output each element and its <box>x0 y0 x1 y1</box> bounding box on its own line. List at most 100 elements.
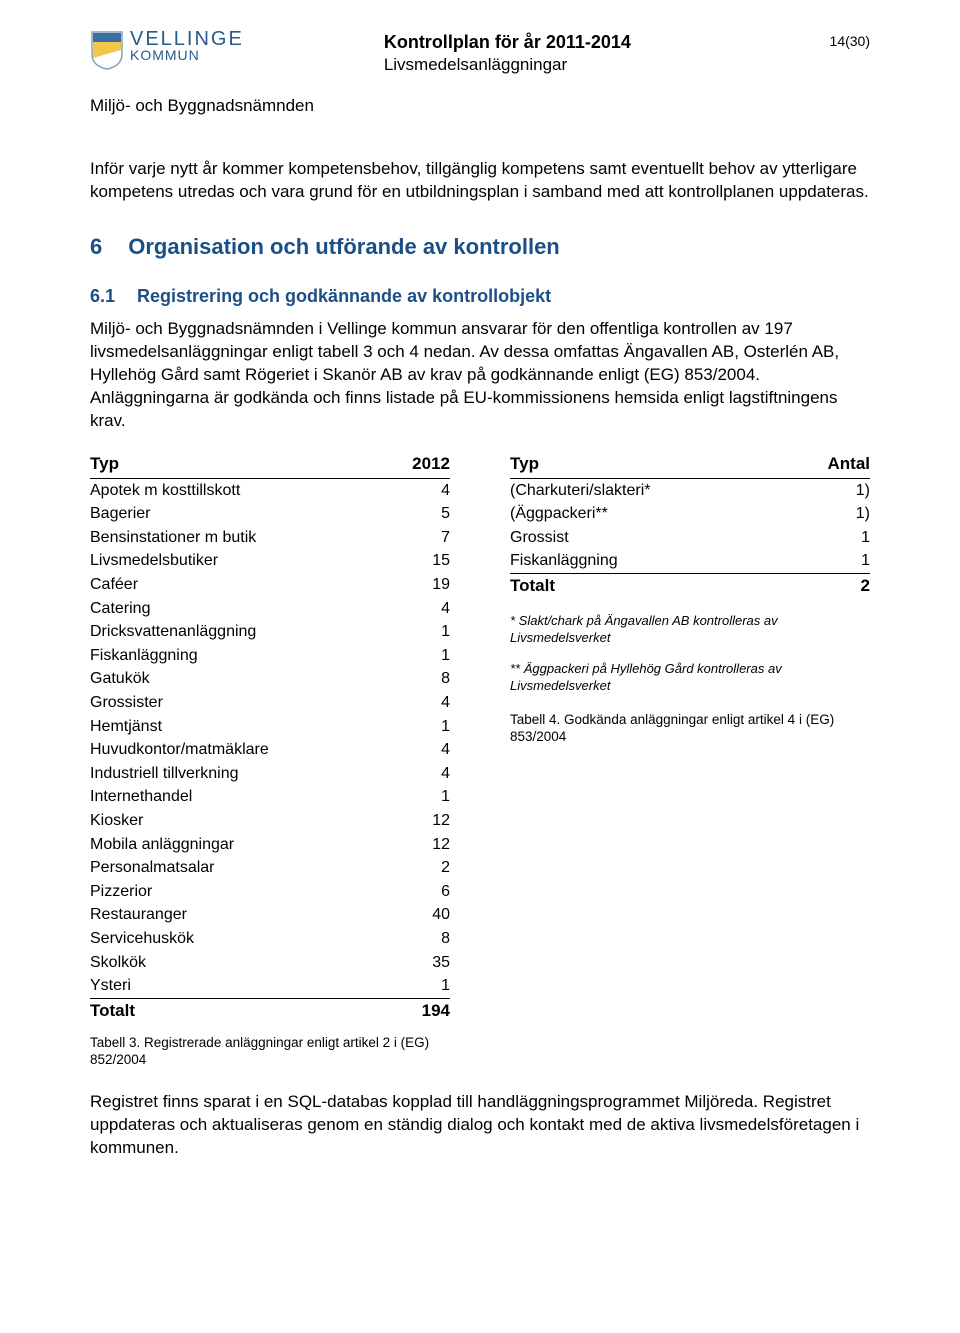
table3-row-label: Mobila anläggningar <box>90 833 387 857</box>
section-6-1-heading: 6.1 Registrering och godkännande av kont… <box>90 284 870 308</box>
tables-row: Typ 2012 Apotek m kosttillskott4Bagerier… <box>90 451 870 1069</box>
section-6-1-title: Registrering och godkännande av kontroll… <box>137 284 551 308</box>
table-row: Internethandel1 <box>90 785 450 809</box>
table3-row-value: 12 <box>387 809 450 833</box>
table-row: Grossist1 <box>510 526 870 550</box>
table-row: Huvudkontor/matmäklare4 <box>90 738 450 762</box>
table3-row-value: 4 <box>387 478 450 502</box>
table3-total-row: Totalt194 <box>90 998 450 1023</box>
table3-row-label: Grossister <box>90 691 387 715</box>
table3-row-value: 1 <box>387 644 450 668</box>
table3-row-value: 4 <box>387 691 450 715</box>
table-row: Ysteri1 <box>90 974 450 998</box>
table-row: Hemtjänst1 <box>90 715 450 739</box>
logo-text: VELLINGE KOMMUN <box>130 30 244 62</box>
table4-row-label: Grossist <box>510 526 786 550</box>
table3-row-label: Huvudkontor/matmäklare <box>90 738 387 762</box>
table-row: Gatukök8 <box>90 667 450 691</box>
table-row: Fiskanläggning1 <box>90 644 450 668</box>
table3-row-value: 4 <box>387 738 450 762</box>
table3-total-value: 194 <box>387 998 450 1023</box>
table3-row-value: 4 <box>387 762 450 786</box>
right-col: Typ Antal (Charkuteri/slakteri*1)(Äggpac… <box>510 451 870 1069</box>
table-4: Typ Antal (Charkuteri/slakteri*1)(Äggpac… <box>510 451 870 599</box>
table-row: Kiosker12 <box>90 809 450 833</box>
table3-row-value: 8 <box>387 927 450 951</box>
intro-paragraph: Inför varje nytt år kommer kompetensbeho… <box>90 158 870 204</box>
table3-row-value: 7 <box>387 526 450 550</box>
table3-row-value: 1 <box>387 715 450 739</box>
section-6-heading: 6 Organisation och utförande av kontroll… <box>90 232 870 262</box>
table3-row-label: Dricksvattenanläggning <box>90 620 387 644</box>
department: Miljö- och Byggnadsnämnden <box>90 95 870 118</box>
table3-row-value: 1 <box>387 785 450 809</box>
table3-row-label: Bensinstationer m butik <box>90 526 387 550</box>
crest-icon <box>90 30 124 70</box>
table4-total-label: Totalt <box>510 574 786 599</box>
section-6-1-para: Miljö- och Byggnadsnämnden i Vellinge ko… <box>90 318 870 433</box>
table3-row-label: Ysteri <box>90 974 387 998</box>
table3-caption: Tabell 3. Registrerade anläggningar enli… <box>90 1034 450 1069</box>
table3-row-value: 35 <box>387 951 450 975</box>
table-row: (Charkuteri/slakteri*1) <box>510 478 870 502</box>
table4-row-label: Fiskanläggning <box>510 549 786 573</box>
table4-row-value: 1) <box>786 478 870 502</box>
table3-row-label: Personalmatsalar <box>90 856 387 880</box>
table-row: Restauranger40 <box>90 903 450 927</box>
doc-title-block: Kontrollplan för år 2011-2014 Livsmedels… <box>384 30 830 77</box>
table4-footnote-2: ** Äggpackeri på Hyllehög Gård kontrolle… <box>510 661 870 695</box>
table-row: Apotek m kosttillskott4 <box>90 478 450 502</box>
table3-row-value: 40 <box>387 903 450 927</box>
logo-block: VELLINGE KOMMUN <box>90 30 244 70</box>
table4-caption: Tabell 4. Godkända anläggningar enligt a… <box>510 711 870 746</box>
table-row: Industriell tillverkning4 <box>90 762 450 786</box>
table4-total-value: 2 <box>786 574 870 599</box>
table-row: Personalmatsalar2 <box>90 856 450 880</box>
table3-row-value: 12 <box>387 833 450 857</box>
table-row: Skolkök35 <box>90 951 450 975</box>
table-row: Catering4 <box>90 597 450 621</box>
table3-row-label: Servicehuskök <box>90 927 387 951</box>
table3-head-type: Typ <box>90 451 387 478</box>
table4-head-count: Antal <box>786 451 870 478</box>
table3-row-label: Catering <box>90 597 387 621</box>
table3-row-label: Internethandel <box>90 785 387 809</box>
table3-row-label: Hemtjänst <box>90 715 387 739</box>
table4-total-row: Totalt2 <box>510 574 870 599</box>
table-row: Dricksvattenanläggning1 <box>90 620 450 644</box>
table4-row-label: (Charkuteri/slakteri* <box>510 478 786 502</box>
table-row: Livsmedelsbutiker15 <box>90 549 450 573</box>
table4-footnote-1: * Slakt/chark på Ängavallen AB kontrolle… <box>510 613 870 647</box>
table-row: Bensinstationer m butik7 <box>90 526 450 550</box>
org-sub: KOMMUN <box>130 49 244 62</box>
section-6-num: 6 <box>90 232 102 262</box>
table3-row-value: 6 <box>387 880 450 904</box>
table-row: Caféer19 <box>90 573 450 597</box>
page-header: VELLINGE KOMMUN Kontrollplan för år 2011… <box>90 30 870 77</box>
table3-row-value: 15 <box>387 549 450 573</box>
table3-row-label: Restauranger <box>90 903 387 927</box>
table3-row-value: 8 <box>387 667 450 691</box>
page-number: 14(30) <box>830 30 870 51</box>
table3-row-value: 2 <box>387 856 450 880</box>
left-col: Typ 2012 Apotek m kosttillskott4Bagerier… <box>90 451 450 1069</box>
table3-row-value: 4 <box>387 597 450 621</box>
table-row: Mobila anläggningar12 <box>90 833 450 857</box>
table3-row-label: Skolkök <box>90 951 387 975</box>
table3-row-label: Kiosker <box>90 809 387 833</box>
table3-row-label: Industriell tillverkning <box>90 762 387 786</box>
table-row: Fiskanläggning1 <box>510 549 870 573</box>
table3-row-value: 1 <box>387 620 450 644</box>
table4-row-label: (Äggpackeri** <box>510 502 786 526</box>
table-3: Typ 2012 Apotek m kosttillskott4Bagerier… <box>90 451 450 1024</box>
table4-row-value: 1) <box>786 502 870 526</box>
table4-head-type: Typ <box>510 451 786 478</box>
table3-row-label: Pizzerior <box>90 880 387 904</box>
table4-row-value: 1 <box>786 549 870 573</box>
table-row: Grossister4 <box>90 691 450 715</box>
table3-row-label: Gatukök <box>90 667 387 691</box>
table-row: (Äggpackeri**1) <box>510 502 870 526</box>
table4-row-value: 1 <box>786 526 870 550</box>
page: VELLINGE KOMMUN Kontrollplan för år 2011… <box>0 0 960 1200</box>
table3-row-label: Livsmedelsbutiker <box>90 549 387 573</box>
